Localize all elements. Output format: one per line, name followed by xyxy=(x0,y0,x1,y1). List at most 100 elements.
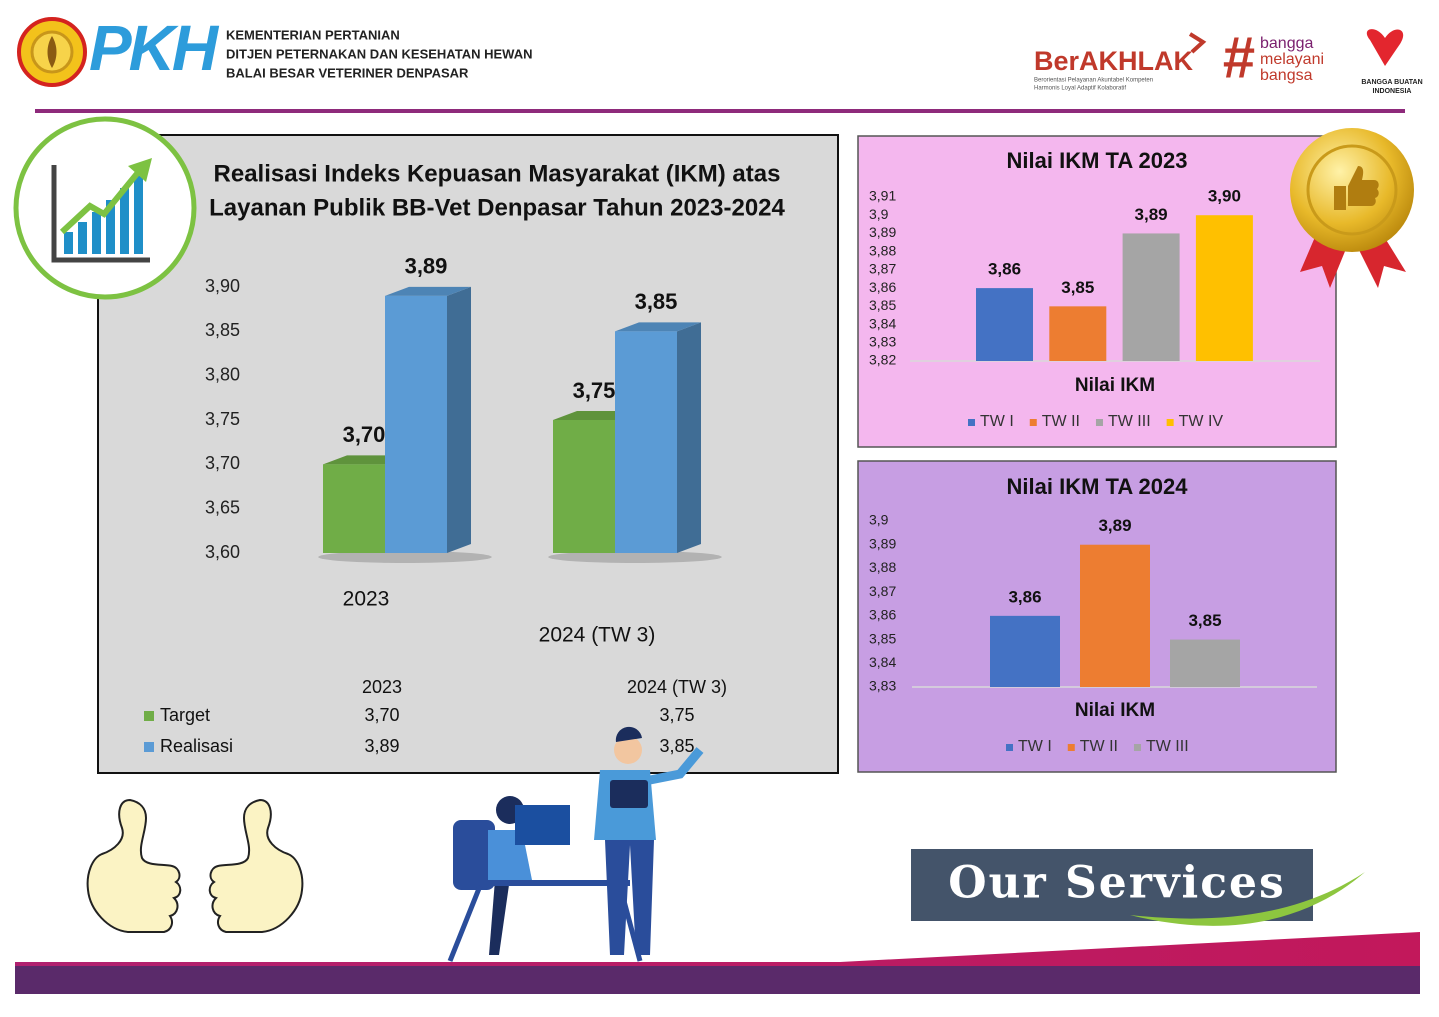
bar xyxy=(1080,544,1150,687)
bangga-logo: bangsa xyxy=(1260,67,1313,84)
berakhlak-logo: BerAKHLAK xyxy=(1034,46,1194,76)
bar xyxy=(976,288,1033,361)
legend-swatch xyxy=(1133,744,1141,751)
chart-title: Nilai IKM TA 2024 xyxy=(1007,474,1189,499)
y-tick-label: 3,88 xyxy=(869,559,896,575)
bar xyxy=(323,464,385,553)
legend-label: Target xyxy=(160,705,210,725)
bar-top xyxy=(385,286,471,296)
bar xyxy=(1170,639,1240,687)
legend-swatch xyxy=(1006,744,1013,751)
data-label: 3,86 xyxy=(1008,587,1041,606)
bangga-logo: melayani xyxy=(1260,51,1324,68)
people-illustration xyxy=(447,726,704,962)
chart-panel xyxy=(857,135,1337,448)
data-label: 3,86 xyxy=(988,260,1021,279)
y-tick-label: 3,85 xyxy=(869,630,896,646)
data-label: 3,85 xyxy=(635,289,678,314)
bar-side xyxy=(447,286,471,553)
y-tick-label: 3,89 xyxy=(869,224,896,240)
y-tick-label: 3,91 xyxy=(869,188,896,204)
bar xyxy=(1122,233,1180,361)
charts: Realisasi Indeks Kepuasan Masyarakat (IK… xyxy=(144,148,1320,756)
legend-label: TW IV xyxy=(1179,413,1224,430)
bar xyxy=(385,295,447,553)
legend-swatch xyxy=(1095,419,1103,426)
x-tick-label: 2023 xyxy=(343,588,390,611)
y-tick-label: 3,9 xyxy=(869,206,889,222)
banner-text: Our Services xyxy=(948,858,1286,909)
y-tick-label: 3,87 xyxy=(869,261,896,277)
y-tick-label: 3,85 xyxy=(205,320,240,340)
data-label: 3,89 xyxy=(405,254,448,279)
header-line: DITJEN PETERNAKAN DAN KESEHATAN HEWAN xyxy=(226,46,532,61)
table-cell: 3,89 xyxy=(364,736,399,756)
y-tick-label: 3,89 xyxy=(869,535,896,551)
bar-top xyxy=(615,322,701,332)
bar-shadow xyxy=(548,551,722,563)
bar xyxy=(1195,215,1253,361)
table-header: 2023 xyxy=(362,677,402,697)
data-label: 3,85 xyxy=(1061,278,1094,297)
bar xyxy=(615,331,677,553)
legend-label: TW I xyxy=(1018,738,1052,755)
data-label: 3,89 xyxy=(1135,205,1168,224)
y-tick-label: 3,84 xyxy=(869,315,896,331)
data-label: 3,89 xyxy=(1098,516,1131,535)
footer-band xyxy=(15,966,1420,994)
banner-box xyxy=(911,849,1313,921)
y-tick-label: 3,65 xyxy=(205,497,240,517)
hash-logo: # xyxy=(1222,25,1255,90)
y-tick-label: 3,75 xyxy=(205,409,240,429)
data-label: 3,90 xyxy=(1208,187,1241,206)
table-cell: 3,75 xyxy=(659,705,694,725)
y-tick-label: 3,90 xyxy=(205,276,240,296)
data-label: 3,85 xyxy=(1188,611,1221,630)
y-tick-label: 3,83 xyxy=(869,333,896,349)
banner-swoosh xyxy=(1130,872,1365,926)
x-tick-label: Nilai IKM xyxy=(1075,375,1155,396)
bar xyxy=(1049,306,1107,361)
legend-label: TW II xyxy=(1080,738,1118,755)
legend-label: TW III xyxy=(1108,413,1151,430)
legend-swatch xyxy=(1067,744,1075,751)
table-cell: 3,85 xyxy=(659,736,694,756)
growth-icon xyxy=(13,116,197,300)
thumbs-illustration xyxy=(86,798,304,933)
chart-title: Realisasi Indeks Kepuasan Masyarakat (IK… xyxy=(214,160,781,187)
data-label: 3,70 xyxy=(343,422,386,447)
chart-title: Layanan Publik BB-Vet Denpasar Tahun 202… xyxy=(209,194,785,221)
bbi-logo: BANGGA BUATAN xyxy=(1361,79,1422,86)
header-line: KEMENTERIAN PERTANIAN xyxy=(226,27,400,42)
legend-label: TW III xyxy=(1146,738,1189,755)
bbi-heart xyxy=(1366,29,1404,66)
y-tick-label: 3,70 xyxy=(205,453,240,473)
y-tick-label: 3,85 xyxy=(869,297,896,313)
footer-stripe xyxy=(15,932,1420,966)
chart-title: Nilai IKM TA 2023 xyxy=(1007,148,1188,173)
berakhlak-tagline: Harmonis Loyal Adaptif Kolaboratif xyxy=(1034,86,1126,92)
bbi-logo: INDONESIA xyxy=(1373,88,1412,95)
data-label: 3,75 xyxy=(573,378,616,403)
legend-label: TW I xyxy=(980,413,1014,430)
y-tick-label: 3,9 xyxy=(869,512,889,528)
table-header: 2024 (TW 3) xyxy=(627,677,727,697)
header-line: BALAI BESAR VETERINER DENPASAR xyxy=(226,65,469,80)
legend-label: Realisasi xyxy=(160,736,233,756)
y-tick-label: 3,83 xyxy=(869,678,896,694)
berakhlak-tagline: Berorientasi Pelayanan Akuntabel Kompete… xyxy=(1034,78,1153,84)
y-tick-label: 3,88 xyxy=(869,242,896,258)
bar-side xyxy=(677,322,701,553)
legend-swatch xyxy=(144,711,154,721)
bar xyxy=(553,420,615,553)
y-tick-label: 3,82 xyxy=(869,352,896,368)
legend-swatch xyxy=(968,419,975,426)
x-tick-label: 2024 (TW 3) xyxy=(539,624,656,647)
y-tick-label: 3,86 xyxy=(869,279,896,295)
y-tick-label: 3,87 xyxy=(869,583,896,599)
y-tick-label: 3,84 xyxy=(869,654,896,670)
table-cell: 3,70 xyxy=(364,705,399,725)
header-rule xyxy=(35,109,1405,113)
